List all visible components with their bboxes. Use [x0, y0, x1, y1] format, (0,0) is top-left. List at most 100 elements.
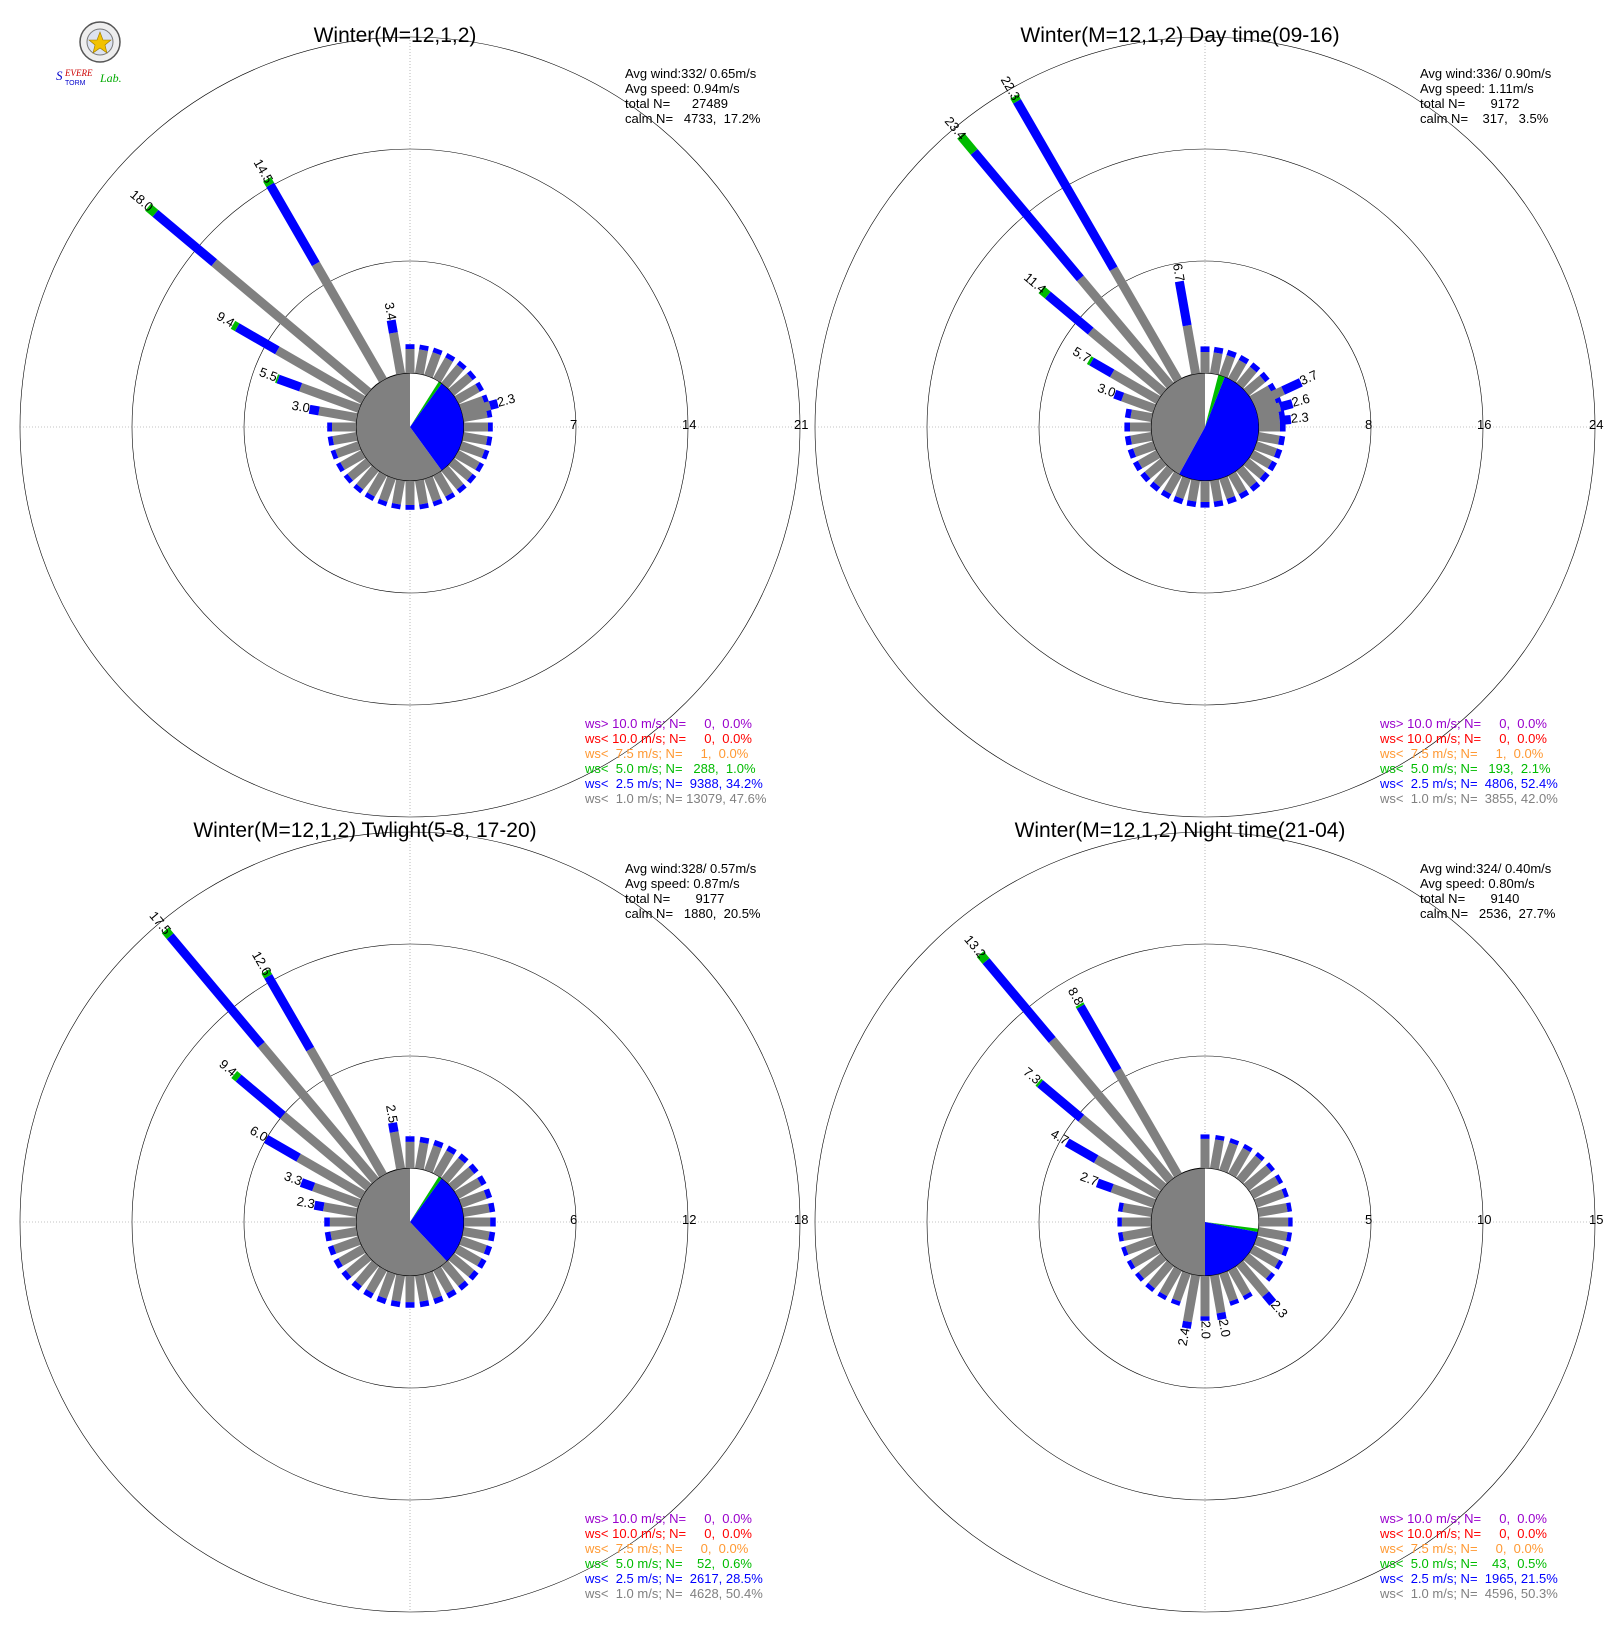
- spoke-label: 5.5: [257, 364, 279, 384]
- spoke-label: 3.4: [382, 301, 400, 321]
- spoke-minor-blue: [1242, 1143, 1253, 1153]
- ring-label: 18: [794, 1212, 808, 1227]
- spoke-minor-gray: [424, 476, 441, 502]
- spoke-label: 2.6: [1290, 391, 1311, 410]
- spoke-blue: [1262, 1291, 1277, 1306]
- spoke-minor-gray: [1219, 476, 1235, 500]
- spoke-minor-blue: [336, 462, 345, 473]
- spoke-minor-blue: [477, 1258, 487, 1269]
- legend-item: ws< 1.0 m/s; N= 13079, 47.6%: [584, 791, 767, 806]
- spoke-minor-gray: [441, 465, 464, 490]
- legend-item: ws< 7.5 m/s; N= 0, 0.0%: [584, 1541, 749, 1556]
- spoke-green: [275, 374, 280, 384]
- legend-item: ws> 10.0 m/s; N= 0, 0.0%: [1379, 716, 1547, 731]
- spoke-minor-blue: [1265, 1271, 1275, 1282]
- spoke-minor-gray: [338, 1245, 366, 1266]
- ring-label: 12: [682, 1212, 696, 1227]
- spoke-blue: [1278, 399, 1294, 412]
- ring-label: 21: [794, 417, 808, 432]
- spoke-blue: [263, 1135, 301, 1162]
- spoke-minor-gray: [1243, 1253, 1272, 1279]
- spoke-minor-gray: [392, 479, 406, 505]
- spoke-minor-gray: [1209, 1139, 1224, 1170]
- spoke-label: 2.7: [1078, 1169, 1100, 1189]
- calm-pie-gray: [355, 1168, 447, 1277]
- spoke-label: 3.3: [282, 1168, 304, 1188]
- spoke-blue: [235, 1074, 286, 1119]
- legend-item: ws< 10.0 m/s; N= 0, 0.0%: [584, 731, 752, 746]
- chart-title: Winter(M=12,1,2): [314, 24, 477, 47]
- spoke-minor-blue: [1229, 1138, 1240, 1146]
- info-line: Avg speed: 1.11m/s: [1420, 81, 1534, 96]
- spoke-minor-blue: [477, 1175, 487, 1186]
- spoke-minor-blue: [1170, 1298, 1181, 1306]
- legend-item: ws< 5.0 m/s; N= 52, 0.6%: [584, 1556, 752, 1571]
- spoke-minor-gray: [414, 1274, 429, 1302]
- spoke-minor-gray: [1122, 1226, 1153, 1241]
- spoke-minor-blue: [1157, 1291, 1168, 1301]
- spoke-minor-blue: [486, 408, 493, 418]
- spoke-gray: [1121, 392, 1156, 413]
- spoke-minor-gray: [1249, 1176, 1280, 1199]
- spoke-gray: [1078, 1114, 1167, 1191]
- spoke-minor-gray: [1249, 450, 1273, 469]
- spoke-label: 2.0: [1216, 1318, 1234, 1338]
- ring-label: 5: [1365, 1212, 1372, 1227]
- spoke-minor-blue: [1127, 448, 1137, 459]
- legend-item: ws< 1.0 m/s; N= 4596, 50.3%: [1379, 1586, 1558, 1601]
- spoke-green: [976, 951, 990, 964]
- info-line: Avg wind:324/ 0.40m/s: [1420, 861, 1552, 876]
- spoke-minor-blue: [1124, 435, 1132, 446]
- legend-item: ws< 1.0 m/s; N= 4628, 50.4%: [584, 1586, 763, 1601]
- legend-item: ws< 5.0 m/s; N= 288, 1.0%: [584, 761, 756, 776]
- spoke-minor-blue: [466, 370, 477, 381]
- info-line: Avg wind:336/ 0.90m/s: [1420, 66, 1552, 81]
- calm-pie-white: [1205, 1168, 1260, 1229]
- spoke-minor-blue: [1281, 1187, 1289, 1198]
- spoke-minor-gray: [340, 450, 366, 470]
- spoke-minor-blue: [1117, 1232, 1124, 1242]
- spoke-minor-gray: [1249, 385, 1273, 404]
- info-line: Avg speed: 0.80m/s: [1420, 876, 1535, 891]
- spoke-gray: [275, 346, 366, 404]
- spoke-minor-blue: [466, 473, 477, 484]
- spoke-gray: [1183, 1274, 1201, 1323]
- spoke-minor-blue: [1213, 346, 1224, 354]
- spoke-minor-blue: [1226, 349, 1237, 359]
- spoke-blue: [1279, 415, 1292, 425]
- spoke-minor-gray: [1219, 1271, 1238, 1302]
- spoke-gray: [1113, 1068, 1182, 1178]
- spoke-minor-gray: [1236, 1155, 1262, 1184]
- calm-pie-blue: [410, 1178, 464, 1262]
- ring-label: 7: [570, 417, 577, 432]
- spoke-minor-gray: [335, 441, 361, 458]
- calm-pie-green: [1205, 374, 1225, 427]
- spoke-minor-gray: [433, 357, 453, 383]
- svg-text:Lab.: Lab.: [99, 71, 122, 85]
- svg-text:S: S: [56, 68, 63, 83]
- spoke-minor-gray: [1122, 1203, 1153, 1218]
- spoke-minor-blue: [1135, 1271, 1145, 1282]
- ring-label: 16: [1477, 417, 1491, 432]
- spoke-minor-blue: [1274, 1174, 1284, 1185]
- calm-pie-blue: [1178, 376, 1260, 481]
- spoke-minor-gray: [1254, 397, 1278, 413]
- spoke-minor-gray: [462, 431, 488, 445]
- spoke-label: 2.5: [383, 1104, 401, 1124]
- spoke-gray: [322, 1202, 358, 1218]
- spoke-minor-gray: [330, 1226, 358, 1241]
- calm-pie-green: [410, 381, 442, 427]
- spoke-minor-gray: [1219, 1142, 1238, 1173]
- spoke-minor-gray: [1130, 1245, 1161, 1268]
- legend-item: ws< 10.0 m/s; N= 0, 0.0%: [1379, 1526, 1547, 1541]
- spoke-minor-blue: [1249, 481, 1261, 492]
- spoke-minor-gray: [1228, 1147, 1251, 1178]
- spoke-minor-blue: [481, 394, 490, 405]
- spoke-blue: [982, 958, 1056, 1043]
- spoke-gray: [211, 259, 372, 396]
- spoke-blue: [1095, 1178, 1114, 1193]
- spoke-minor-gray: [1254, 441, 1278, 457]
- spoke-label: 6.7: [1170, 262, 1188, 282]
- legend-item: ws< 2.5 m/s; N= 4806, 52.4%: [1379, 776, 1558, 791]
- spoke-minor-blue: [363, 1289, 374, 1299]
